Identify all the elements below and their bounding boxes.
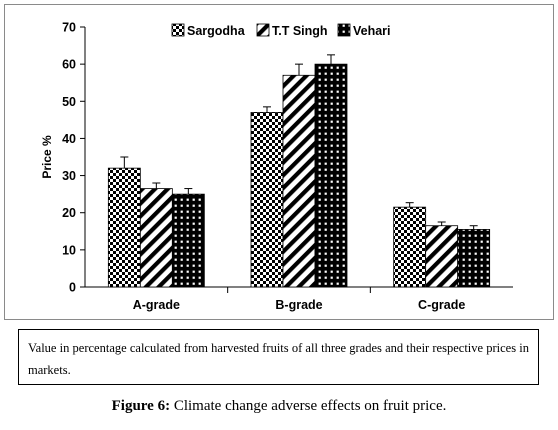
figure-title: Climate change adverse effects on fruit … (173, 398, 447, 414)
figure-label: Figure 6: (111, 398, 171, 414)
bar (457, 229, 491, 288)
bar (282, 74, 316, 288)
bar (314, 63, 348, 288)
y-tick-label: 50 (62, 95, 76, 109)
y-tick-label: 10 (62, 243, 76, 257)
bar (250, 112, 284, 288)
bar (425, 225, 459, 288)
bar (107, 167, 141, 288)
y-axis-label: Price % (40, 135, 54, 179)
y-tick-label: 70 (62, 21, 76, 35)
bar (171, 193, 205, 288)
legend-swatch (256, 23, 270, 37)
caption-box: Value in percentage calculated from harv… (18, 329, 539, 385)
x-tick-label: B-grade (275, 298, 322, 312)
y-tick-label: 30 (62, 169, 76, 183)
legend-swatch (337, 23, 351, 37)
legend-swatch (171, 23, 185, 37)
legend-label: T.T Singh (272, 24, 328, 38)
chart-frame: 0 10 20 30 40 50 60 70 Price % A-grade B-grade C-gr… (4, 4, 554, 320)
legend-label: Sargodha (187, 24, 246, 38)
figure-caption: Figure 6: Climate change adverse effects… (0, 398, 558, 415)
bar (393, 206, 427, 288)
x-tick-label: A-grade (133, 298, 180, 312)
caption-text: Value in percentage calculated from harv… (28, 341, 529, 377)
bar (139, 188, 173, 288)
y-tick-label: 60 (62, 58, 76, 72)
y-tick-label: 40 (62, 132, 76, 146)
legend-label: Vehari (353, 24, 391, 38)
bar-chart: 0 10 20 30 40 50 60 70 Price % A-grade B-grade C-gr… (40, 21, 513, 312)
y-tick-label: 20 (62, 206, 76, 220)
y-tick-label: 0 (69, 281, 76, 295)
x-tick-label: C-grade (418, 298, 465, 312)
